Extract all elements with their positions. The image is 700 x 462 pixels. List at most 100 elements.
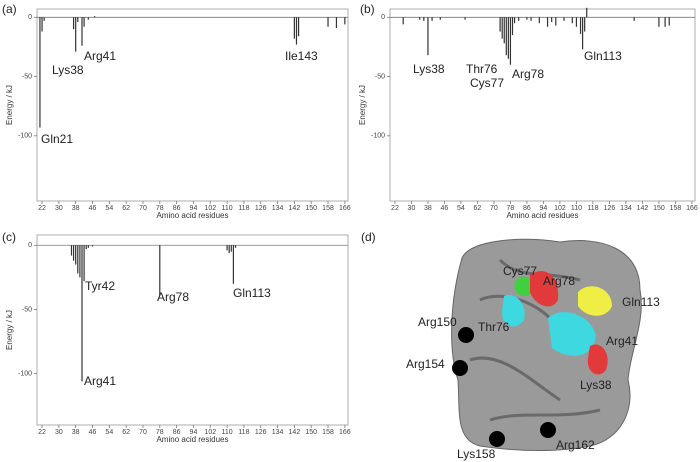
bar [72, 17, 75, 30]
x-tick-label: 22 [38, 205, 46, 212]
annotation: Arg78 [157, 290, 189, 304]
y-tick-label: 0 [28, 242, 32, 249]
bar [75, 245, 77, 265]
y-tick-label: -100 [18, 370, 32, 377]
marker [458, 327, 474, 343]
marker [540, 422, 556, 438]
x-tick-label: 158 [322, 205, 334, 212]
bar [526, 17, 528, 20]
bar [79, 245, 81, 278]
x-tick-label: 62 [122, 429, 130, 436]
plot-frame [36, 8, 349, 202]
annotation: Tyr42 [85, 279, 115, 293]
x-tick-label: 102 [204, 205, 216, 212]
bar [77, 245, 79, 274]
bar [335, 17, 338, 28]
ribbon [469, 258, 601, 422]
bar [518, 17, 520, 21]
residue-label: Arg162 [556, 438, 595, 452]
x-tick-label: 54 [457, 205, 465, 212]
y-axis-title: Energy / kJ [5, 310, 14, 350]
annotation: Arg41 [84, 374, 116, 388]
residue-label: Arg154 [406, 357, 445, 371]
y-tick-label: -50 [22, 73, 32, 80]
x-tick-label: 118 [587, 205, 598, 212]
x-tick-label: 30 [55, 205, 63, 212]
x-tick-label: 150 [653, 205, 665, 212]
residue-label: Arg150 [418, 315, 457, 329]
x-tick-label: 86 [173, 205, 181, 212]
bar [77, 17, 79, 23]
bar [81, 17, 83, 46]
x-axis-title: Amino acid residues [156, 211, 228, 220]
bar [81, 245, 83, 382]
y-tick-label: -50 [375, 73, 385, 80]
x-tick-label: 134 [272, 429, 284, 436]
bar [43, 17, 45, 21]
bar [439, 17, 441, 20]
bar [159, 245, 161, 296]
residue-label: Arg78 [543, 274, 575, 288]
y-axis-title: Energy / kJ [5, 85, 14, 125]
bar [344, 17, 346, 25]
bar [530, 17, 532, 21]
bar [658, 17, 660, 27]
x-tick-label: 102 [204, 429, 216, 436]
annotation: Lys38 [52, 63, 84, 77]
x-tick-label: 166 [339, 205, 351, 212]
cyan-patch [548, 312, 596, 356]
bar [507, 17, 509, 59]
bar [546, 17, 549, 27]
red-patch [530, 271, 559, 307]
y-tick-label: -100 [18, 133, 32, 140]
bar [584, 17, 586, 32]
bar [505, 17, 507, 56]
x-tick-label: 110 [222, 429, 233, 436]
annotation: Lys38 [413, 62, 445, 76]
y-tick-label: -50 [22, 306, 32, 313]
annotation: Arg41 [84, 49, 116, 63]
x-tick-label: 46 [89, 205, 97, 212]
x-tick-label: 102 [554, 205, 566, 212]
x-tick-label: 126 [255, 205, 267, 212]
bar [427, 17, 429, 56]
x-axis-title: Amino acid residues [156, 435, 228, 444]
bar [41, 17, 43, 32]
marker [452, 360, 468, 376]
x-tick-label: 62 [122, 205, 130, 212]
x-tick-label: 142 [289, 205, 301, 212]
panel-d: (d) Cys77 Arg78 Gln113 Arg150 Thr76 Arg4… [361, 230, 660, 461]
bar [94, 16, 96, 18]
bar [538, 17, 540, 24]
marker [489, 431, 505, 447]
x-tick-label: 78 [156, 205, 164, 212]
bar [513, 17, 516, 24]
x-tick-label: 94 [190, 205, 198, 212]
x-tick-label: 134 [620, 205, 632, 212]
plot-frame [389, 8, 696, 202]
x-tick-label: 150 [305, 429, 317, 436]
bar [402, 17, 404, 25]
annotation: Ile143 [285, 49, 318, 63]
x-tick-label: 150 [305, 205, 317, 212]
bar [503, 17, 505, 44]
bar [501, 17, 503, 39]
bar [293, 17, 295, 39]
panel-label: (c) [2, 230, 16, 244]
bar [70, 245, 73, 256]
x-tick-label: 142 [289, 429, 301, 436]
annotation: Gln113 [584, 49, 622, 63]
x-tick-label: 86 [523, 205, 531, 212]
x-tick-label: 86 [173, 429, 181, 436]
x-tick-label: 94 [540, 205, 548, 212]
red-patch [587, 344, 608, 375]
bar [664, 17, 666, 27]
bar [563, 17, 565, 21]
annotation: Cys77 [470, 76, 504, 90]
bar [327, 17, 329, 27]
x-tick-label: 54 [105, 429, 113, 436]
bar [83, 245, 85, 282]
x-tick-label: 38 [424, 205, 432, 212]
green-patch [514, 276, 534, 297]
